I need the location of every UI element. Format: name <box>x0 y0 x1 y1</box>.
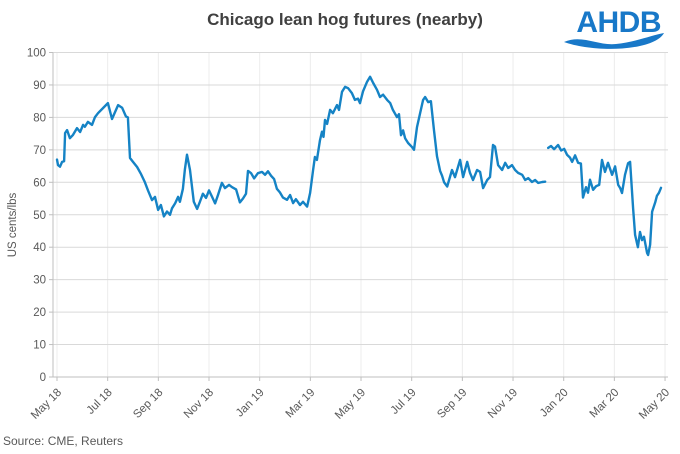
price-line-segment <box>547 143 663 257</box>
x-tick-label: Sep 19 <box>435 387 469 421</box>
ahdb-logo: AHDB <box>564 6 664 49</box>
y-tick-label: 70 <box>33 145 46 157</box>
x-tick-label: May 18 <box>29 387 64 422</box>
x-tick-label: Jan 19 <box>234 387 267 420</box>
y-tick-label: 20 <box>33 307 46 319</box>
x-tick-label: Nov 18 <box>182 387 216 421</box>
price-line-segment <box>55 75 547 218</box>
y-tick-label: 10 <box>33 340 46 352</box>
y-tick-label: 100 <box>27 48 46 60</box>
x-tick-label: Mar 19 <box>284 387 318 421</box>
x-tick-label: May 19 <box>333 387 368 422</box>
y-tick-label: 40 <box>33 242 46 254</box>
y-tick-label: 30 <box>33 275 46 287</box>
source-note: Source: CME, Reuters <box>3 434 123 448</box>
x-tick-label: Mar 20 <box>588 387 622 421</box>
y-tick-label: 50 <box>33 210 46 222</box>
x-tick-label: Sep 18 <box>131 387 165 421</box>
ahdb-logo-swoosh-icon <box>564 33 664 49</box>
x-tick-label: May 20 <box>637 387 672 422</box>
y-tick-label: 60 <box>33 177 46 189</box>
axis-label-layer: May 18 Jul 18 Sep 18 Nov 18 Jan 19 Mar 19 May … <box>27 48 672 422</box>
price-line-layer <box>55 75 663 257</box>
ahdb-logo-text: AHDB <box>576 6 661 39</box>
y-tick-label: 80 <box>33 112 46 124</box>
x-tick-label: Jul 18 <box>85 387 115 417</box>
chart-title: Chicago lean hog futures (nearby) <box>207 10 483 29</box>
y-tick-label: 90 <box>33 80 46 92</box>
y-axis-title: US cents/lbs <box>7 192 19 257</box>
axis-layer <box>49 52 668 381</box>
x-tick-label: Nov 19 <box>486 387 520 421</box>
y-tick-label: 0 <box>40 372 46 384</box>
grid-layer <box>53 52 668 377</box>
x-tick-label: Jan 20 <box>538 387 571 420</box>
x-tick-label: Jul 19 <box>389 387 419 417</box>
